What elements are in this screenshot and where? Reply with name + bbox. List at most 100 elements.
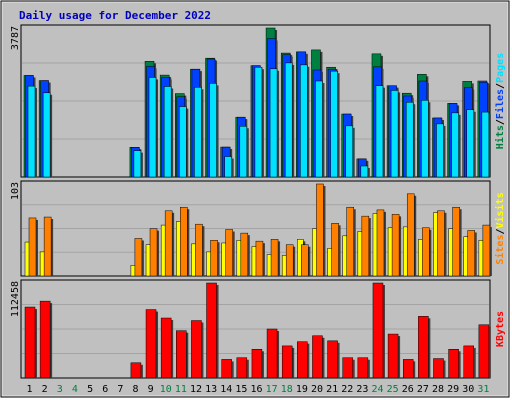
bar-pages xyxy=(466,109,474,178)
bar-pages xyxy=(300,64,308,178)
y-max-label: 112458 xyxy=(10,281,21,317)
bar-pages xyxy=(436,123,444,178)
bar-kbytes xyxy=(478,324,490,379)
bar-pages xyxy=(163,86,172,178)
bar-kbytes xyxy=(327,340,338,379)
bar-kbytes xyxy=(342,357,353,379)
y-max-label: 103 xyxy=(10,182,21,200)
day-label: 10 xyxy=(160,384,172,395)
day-axis: 1 2 3 4 5 6 7 8 9 10 11 12 13 14 15 16 17 18 19 20 21 22 23 24 2… xyxy=(27,384,490,395)
legend-kbytes: KBytes xyxy=(495,311,506,347)
chart-panels: 3787Hits/Files/Pages103Sites/Visits11245… xyxy=(10,24,506,379)
legend-visits: Visits xyxy=(494,192,506,228)
bar-kbytes xyxy=(448,349,459,379)
bar-sites xyxy=(361,215,370,277)
day-label: 27 xyxy=(417,384,429,395)
bar-sites xyxy=(195,223,203,277)
bar-pages xyxy=(209,83,217,178)
bar-sites xyxy=(376,209,385,277)
day-label: 29 xyxy=(447,384,459,395)
day-label: 20 xyxy=(311,384,323,395)
bar-pages xyxy=(390,90,399,178)
day-label: 1 xyxy=(27,384,33,395)
bar-pages xyxy=(27,85,36,178)
legend-sites: Sites xyxy=(494,235,506,265)
day-label: 30 xyxy=(462,384,474,395)
bar-pages xyxy=(148,77,157,178)
bar-pages xyxy=(42,92,51,178)
bar-pages xyxy=(375,85,384,178)
day-label: 25 xyxy=(387,384,399,395)
bar-kbytes xyxy=(433,358,444,379)
bar-kbytes xyxy=(463,345,474,379)
day-label: 13 xyxy=(205,384,217,395)
bar-sites xyxy=(452,206,460,277)
y-max-label: 3787 xyxy=(10,26,21,50)
bar-sites xyxy=(210,240,218,277)
bar-pages xyxy=(451,112,459,178)
bar-pages xyxy=(481,111,490,178)
bar-sites xyxy=(149,228,158,277)
day-label: 3 xyxy=(57,384,63,395)
bar-kbytes xyxy=(206,282,217,379)
bar-kbytes xyxy=(418,316,429,379)
bar-pages xyxy=(345,125,353,178)
bar-kbytes xyxy=(266,328,278,379)
legend-kbytes: KBytes xyxy=(495,311,506,347)
bar-kbytes xyxy=(312,335,323,379)
bar-pages xyxy=(315,80,323,178)
bar-kbytes xyxy=(160,317,172,379)
day-label: 11 xyxy=(175,384,187,395)
bar-sites xyxy=(180,206,188,277)
day-label: 5 xyxy=(87,384,93,395)
bar-kbytes xyxy=(357,357,369,379)
day-label: 15 xyxy=(235,384,247,395)
bar-kbytes xyxy=(130,362,142,379)
bar-pages xyxy=(360,165,369,178)
day-label: 21 xyxy=(326,384,338,395)
bar-sites xyxy=(437,210,445,277)
bar-kbytes xyxy=(221,359,232,379)
day-label: 16 xyxy=(250,384,262,395)
day-label: 6 xyxy=(102,384,108,395)
bar-sites xyxy=(482,224,491,277)
bar-sites xyxy=(301,244,309,277)
legend-visits-sites: Sites/Visits xyxy=(494,192,506,264)
bar-sites xyxy=(255,240,264,277)
legend-hits: Hits xyxy=(494,125,506,149)
bar-sites xyxy=(270,239,279,277)
legend-separator: / xyxy=(495,228,506,234)
bar-kbytes xyxy=(145,309,157,379)
chart-title: Daily usage for December 2022 xyxy=(19,9,211,22)
bar-pages xyxy=(254,66,263,178)
bar-sites xyxy=(28,217,37,277)
bar-pages xyxy=(421,100,429,178)
day-label: 23 xyxy=(356,384,368,395)
bar-pages xyxy=(330,70,338,178)
legend-files: Files xyxy=(494,89,506,119)
bar-sites xyxy=(422,227,430,277)
bar-sites xyxy=(316,183,324,277)
bar-pages xyxy=(284,62,293,178)
day-label: 4 xyxy=(72,384,78,395)
bar-kbytes xyxy=(176,330,187,379)
bar-sites xyxy=(406,193,415,277)
day-label: 26 xyxy=(402,384,414,395)
bar-sites xyxy=(346,206,354,277)
bar-kbytes xyxy=(191,320,202,379)
bar-sites xyxy=(285,244,294,277)
day-label: 7 xyxy=(117,384,123,395)
day-label: 9 xyxy=(148,384,154,395)
bar-sites xyxy=(240,232,249,277)
day-label: 14 xyxy=(220,384,232,395)
bar-kbytes xyxy=(372,282,384,379)
day-label: 24 xyxy=(372,384,384,395)
bar-pages xyxy=(179,106,187,178)
bar-pages xyxy=(269,68,278,178)
legend-separator: / xyxy=(495,119,506,125)
day-label: 17 xyxy=(266,384,278,395)
